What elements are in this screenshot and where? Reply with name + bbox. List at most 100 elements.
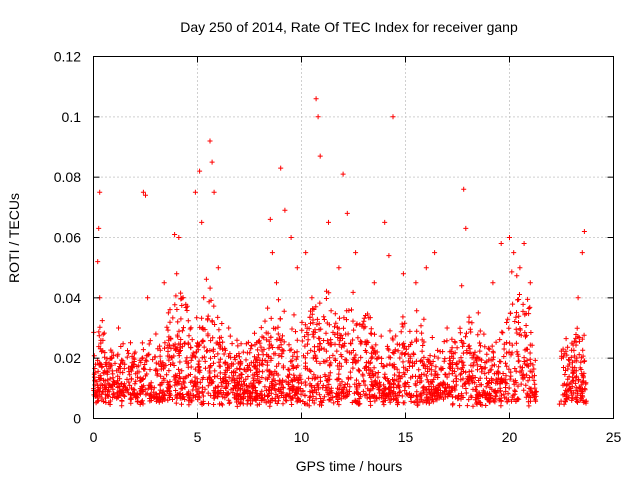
- data-point: [248, 346, 254, 352]
- data-point: [102, 354, 108, 360]
- data-point: [580, 398, 586, 404]
- data-point: [339, 379, 345, 385]
- data-point: [566, 386, 572, 392]
- data-point: [509, 394, 515, 400]
- data-point: [438, 367, 444, 373]
- data-point: [287, 394, 293, 400]
- data-point: [479, 357, 484, 363]
- data-point: [355, 367, 361, 373]
- data-point: [253, 378, 259, 384]
- data-point: [175, 379, 180, 385]
- data-point: [172, 341, 178, 347]
- data-point: [401, 340, 407, 346]
- data-point: [446, 383, 452, 389]
- data-point: [220, 346, 225, 352]
- data-point: [323, 387, 329, 393]
- data-point: [572, 353, 578, 359]
- data-point: [350, 356, 356, 362]
- data-points: [91, 96, 589, 409]
- data-point: [227, 399, 233, 405]
- data-point: [166, 368, 172, 374]
- data-point: [487, 367, 493, 373]
- data-point: [515, 383, 521, 389]
- data-point: [318, 378, 323, 384]
- data-point: [344, 387, 350, 393]
- data-point: [480, 388, 486, 394]
- data-point: [188, 344, 194, 350]
- data-point: [512, 319, 518, 324]
- data-point: [268, 315, 274, 321]
- data-point: [308, 308, 313, 314]
- data-point: [315, 386, 321, 392]
- data-point: [119, 357, 125, 363]
- data-point: [469, 368, 475, 374]
- data-point: [561, 401, 567, 407]
- data-point: [525, 346, 530, 352]
- data-point: [282, 393, 288, 399]
- data-point: [164, 379, 170, 385]
- y-tick-label: 0.12: [54, 49, 81, 65]
- data-point: [477, 382, 483, 388]
- data-point: [353, 352, 359, 358]
- data-point: [252, 330, 257, 336]
- data-point: [316, 321, 322, 327]
- data-point: [140, 189, 146, 195]
- data-point: [211, 395, 217, 401]
- data-point: [477, 348, 483, 354]
- data-point: [215, 314, 221, 320]
- data-point: [373, 371, 379, 377]
- data-point: [357, 382, 363, 388]
- data-point: [127, 391, 133, 397]
- data-point: [328, 360, 334, 366]
- data-point: [123, 384, 129, 390]
- data-point: [344, 210, 350, 216]
- data-point: [368, 402, 374, 408]
- data-point: [466, 314, 472, 320]
- data-point: [218, 376, 223, 382]
- data-point: [143, 357, 149, 363]
- data-point: [456, 392, 461, 398]
- data-point: [276, 352, 282, 358]
- data-point: [199, 376, 205, 382]
- data-point: [418, 391, 424, 397]
- data-point: [428, 381, 434, 387]
- data-point: [207, 138, 213, 144]
- data-point: [226, 325, 232, 331]
- data-point: [563, 336, 569, 342]
- data-point: [101, 330, 107, 336]
- data-point: [459, 339, 465, 345]
- data-point: [450, 365, 455, 371]
- data-point: [164, 388, 170, 394]
- data-point: [165, 344, 171, 350]
- data-point: [578, 367, 584, 372]
- data-point: [259, 375, 265, 380]
- data-point: [291, 372, 297, 378]
- data-point: [325, 338, 331, 344]
- data-point: [355, 335, 361, 341]
- data-point: [255, 347, 261, 353]
- data-point: [209, 159, 215, 165]
- data-point: [189, 354, 195, 360]
- data-point: [563, 368, 568, 373]
- data-point: [292, 375, 298, 381]
- data-point: [484, 351, 490, 357]
- data-point: [336, 402, 342, 408]
- data-point: [532, 390, 538, 396]
- data-point: [316, 327, 322, 333]
- data-point: [513, 340, 519, 346]
- data-point: [515, 353, 521, 359]
- data-point: [398, 329, 404, 335]
- data-point: [119, 403, 125, 409]
- data-point: [293, 329, 298, 335]
- data-point: [569, 364, 575, 370]
- data-point: [387, 361, 393, 367]
- data-point: [192, 189, 198, 195]
- data-point: [475, 355, 481, 361]
- data-point: [153, 360, 159, 366]
- data-point: [159, 398, 165, 404]
- data-point: [323, 348, 329, 354]
- data-point: [390, 350, 396, 355]
- data-point: [333, 320, 339, 326]
- x-axis-label: GPS time / hours: [296, 458, 403, 474]
- data-point: [157, 358, 163, 364]
